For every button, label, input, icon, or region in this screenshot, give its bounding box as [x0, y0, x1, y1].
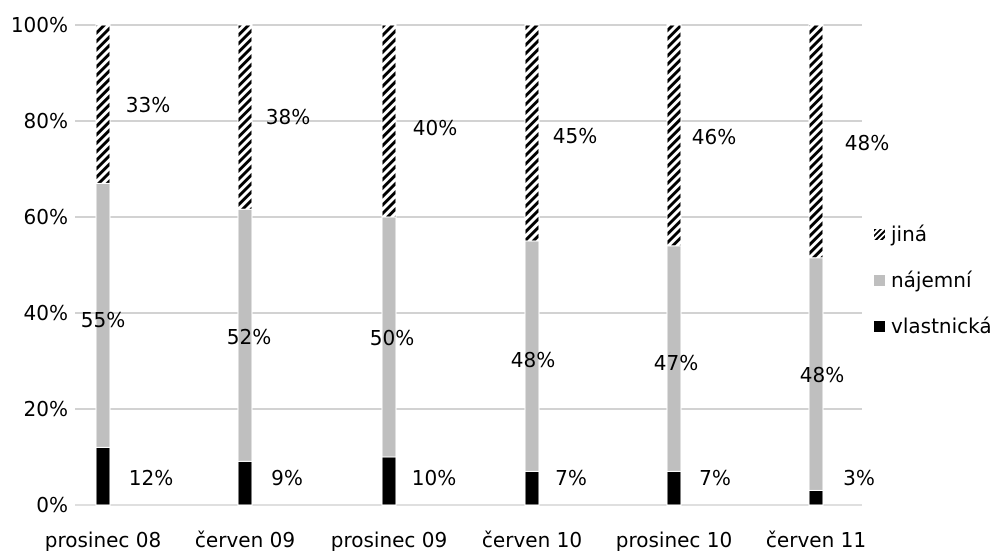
x-tick-label: červen 11	[766, 528, 866, 551]
bar-segment-0	[381, 456, 397, 506]
y-tick-label: 0%	[36, 493, 68, 517]
legend-item-vlastnicka: vlastnická	[874, 314, 1000, 338]
data-label: 9%	[271, 466, 303, 490]
x-tick-label: prosinec 08	[45, 528, 161, 551]
data-label: 3%	[843, 466, 875, 490]
bar-segment-0	[666, 470, 682, 506]
bar-segment-0	[95, 446, 111, 506]
bar-segment-2	[524, 24, 540, 242]
data-label: 40%	[413, 116, 457, 140]
data-label: 50%	[370, 326, 414, 350]
gridlines	[75, 24, 862, 506]
x-tick-label: červen 10	[482, 528, 582, 551]
gray-swatch-icon	[874, 274, 885, 286]
hatch-swatch-icon	[874, 228, 885, 240]
bar-segment-0	[808, 489, 824, 506]
data-label: 48%	[800, 363, 844, 387]
data-label: 38%	[266, 105, 310, 129]
bar-segment-2	[95, 24, 111, 184]
data-label: 10%	[412, 466, 456, 490]
black-swatch-icon	[874, 320, 885, 332]
legend: jiná nájemní vlastnická	[874, 222, 1000, 360]
data-label: 48%	[845, 131, 889, 155]
legend-label-vlastnicka: vlastnická	[891, 314, 992, 338]
data-label: 48%	[511, 348, 555, 372]
data-label: 33%	[126, 93, 170, 117]
legend-item-najemni: nájemní	[874, 268, 1000, 292]
y-tick-label: 100%	[11, 13, 68, 37]
data-label: 55%	[81, 308, 125, 332]
bar-segment-2	[381, 24, 397, 218]
legend-label-jina: jiná	[891, 222, 928, 246]
y-axis: 0% 20% 40% 60% 80% 100%	[11, 13, 68, 517]
y-tick-label: 60%	[24, 205, 68, 229]
data-label: 52%	[227, 325, 271, 349]
legend-item-jina: jiná	[874, 222, 1000, 246]
bar-segment-2	[666, 24, 682, 247]
bar-segment-0	[237, 460, 253, 506]
bar-segment-0	[524, 470, 540, 506]
data-label: 7%	[555, 466, 587, 490]
x-tick-label: červen 09	[195, 528, 295, 551]
data-label: 47%	[654, 351, 698, 375]
y-tick-label: 40%	[24, 301, 68, 325]
data-label: 12%	[129, 466, 173, 490]
bar-segment-2	[808, 24, 824, 259]
bar-segment-2	[237, 24, 253, 210]
data-labels-layer: 12% 55% 33% 9% 52% 38% 10% 50% 40% 7% 48% 45% 7% 47% 4…	[81, 93, 889, 490]
bars-layer	[95, 24, 824, 506]
data-label: 7%	[699, 466, 731, 490]
y-tick-label: 80%	[24, 109, 68, 133]
data-label: 45%	[553, 124, 597, 148]
data-label: 46%	[692, 125, 736, 149]
x-tick-label: prosinec 09	[331, 528, 447, 551]
x-axis: prosinec 08 červen 09 prosinec 09 červen 10…	[45, 528, 866, 551]
y-tick-label: 20%	[24, 397, 68, 421]
x-tick-label: prosinec 10	[616, 528, 732, 551]
legend-label-najemni: nájemní	[891, 268, 972, 292]
